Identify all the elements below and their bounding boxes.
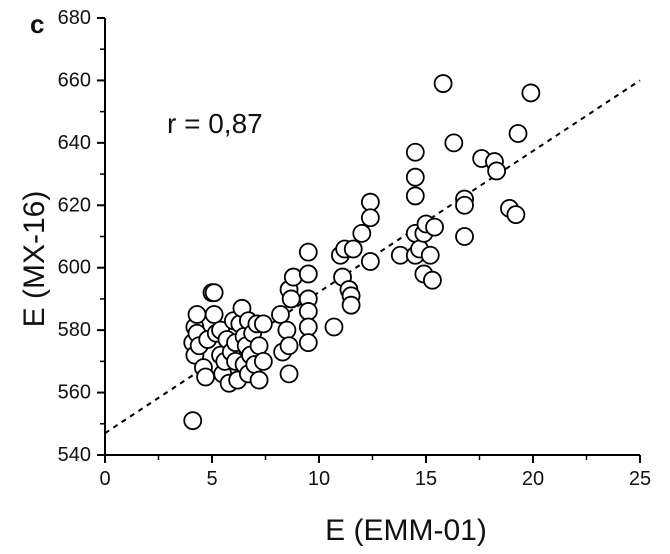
panel-label: c [30,9,44,39]
data-point [360,192,380,212]
data-point [298,264,318,284]
data-point [279,336,299,356]
data-point [298,302,318,321]
data-point [277,320,297,340]
data-point [324,317,344,337]
y-tick-label: 640 [58,132,91,154]
correlation-annotation: r = 0,87 [167,108,263,139]
data-point [433,74,453,93]
y-axis: 540 560 580 600 620 640 660 680 [58,7,105,466]
data-point [420,245,440,265]
data-point [279,364,299,384]
data-point [183,411,203,431]
data-point [249,336,269,356]
y-tick-label: 620 [58,194,91,216]
x-tick-label: 0 [99,468,110,490]
data-point [253,314,273,334]
y-tick-label: 660 [58,69,91,91]
data-point [271,305,290,324]
y-axis-label: E (MX-16) [18,191,51,328]
y-tick-label: 540 [58,444,91,466]
data-point [281,289,301,309]
x-tick-label: 5 [206,468,217,490]
data-point [425,217,444,237]
y-tick-label: 580 [58,319,91,341]
data-point [253,351,273,371]
data-point [405,167,425,187]
data-point [196,367,215,387]
data-point [298,242,318,262]
data-point [283,267,303,287]
y-tick-label: 600 [58,257,91,279]
x-tick-label: 10 [308,468,330,490]
data-point [508,124,528,143]
x-tick-label: 20 [522,468,544,490]
data-point [249,370,269,390]
data-point [444,133,464,153]
data-point [423,270,442,290]
data-point [506,205,526,225]
data-point [352,223,372,243]
points-layer [183,74,541,431]
y-tick-label: 680 [58,7,91,29]
data-point [204,283,224,303]
data-point [455,195,474,215]
data-point [298,333,318,353]
data-point [204,305,224,324]
x-axis-label: E (EMM-01) [325,514,487,547]
data-point [360,208,380,228]
y-tick-label: 560 [58,382,91,404]
data-point [187,305,207,324]
data-point [521,83,541,103]
data-point [455,227,474,246]
x-axis: 0 5 10 15 20 25 [99,455,651,490]
x-tick-label: 15 [415,468,437,490]
data-point [487,161,507,181]
data-point [298,317,318,337]
x-tick-label: 25 [629,468,651,490]
data-point [405,186,425,206]
plot-frame [104,18,640,456]
data-point [405,142,425,162]
data-point [343,239,363,259]
data-point [360,252,380,271]
data-point [341,295,361,315]
